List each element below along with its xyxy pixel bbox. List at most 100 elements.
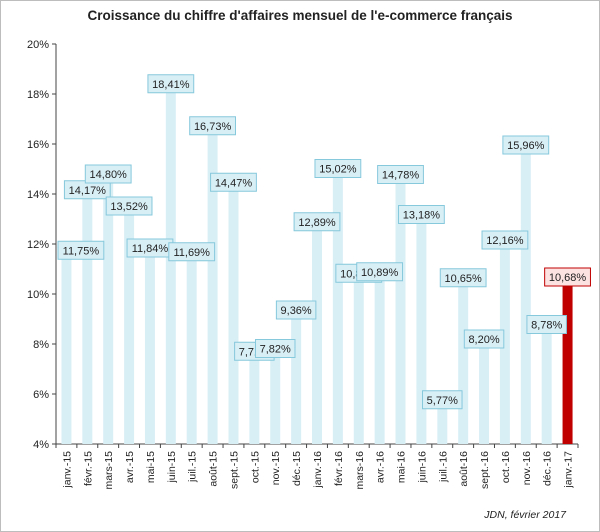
data-label-box <box>377 165 424 184</box>
x-tick-label: sept.-15 <box>228 451 240 489</box>
data-label-box <box>57 240 105 260</box>
bar <box>61 250 72 444</box>
x-tick-label: sept.-16 <box>479 451 491 489</box>
data-label: 14,17% <box>69 185 107 197</box>
bar <box>437 399 448 444</box>
bar <box>353 273 364 444</box>
bar <box>312 221 322 444</box>
bar <box>499 240 510 444</box>
data-label-box <box>189 116 236 136</box>
data-label-box <box>168 242 216 262</box>
bar <box>332 168 343 444</box>
y-tick-label: 14% <box>27 189 49 201</box>
data-label: 7,82% <box>260 344 291 356</box>
x-tick-label: avr.-16 <box>375 451 387 483</box>
x-tick-label: févr.-15 <box>82 451 94 486</box>
bar <box>144 248 155 444</box>
data-label: 15,96% <box>507 140 545 152</box>
bar <box>520 145 531 444</box>
data-label-box <box>356 262 404 282</box>
bar <box>395 174 406 444</box>
x-tick-label: févr.-16 <box>333 451 345 486</box>
data-label: 13,18% <box>403 210 441 222</box>
x-tick-label: juil.-15 <box>187 451 199 483</box>
chart-title: Croissance du chiffre d'affaires mensuel… <box>87 8 513 23</box>
x-tick-label: oct.-16 <box>500 451 512 483</box>
bar <box>291 310 302 444</box>
data-label: 11,84% <box>132 243 169 255</box>
data-label: 14,80% <box>90 169 128 181</box>
data-label-box <box>210 172 257 192</box>
bar <box>186 251 197 444</box>
data-label-box <box>502 135 550 155</box>
data-label-box <box>439 268 487 288</box>
bar <box>165 83 176 444</box>
y-tick-label: 8% <box>33 339 49 351</box>
x-tick-label: août-16 <box>458 451 470 487</box>
y-tick-label: 18% <box>27 89 49 101</box>
y-tick-label: 12% <box>27 239 49 251</box>
x-tick-label: mars-15 <box>103 451 115 490</box>
data-label: 13,52% <box>110 201 148 213</box>
data-label: 16,73% <box>194 121 232 133</box>
y-tick-label: 20% <box>27 39 49 51</box>
data-label-box <box>147 74 195 94</box>
y-tick-label: 6% <box>33 389 49 401</box>
data-label-box <box>293 212 341 232</box>
x-tick-label: janv.-17 <box>563 451 575 489</box>
x-tick-label: juil.-16 <box>437 451 449 483</box>
data-label-box <box>84 164 132 184</box>
bar <box>541 324 552 444</box>
data-label: 14,47% <box>215 177 253 189</box>
y-tick-label: 10% <box>27 289 49 301</box>
x-tick-label: déc.-15 <box>291 451 303 486</box>
data-label-box <box>105 196 153 216</box>
data-label-box <box>526 315 567 334</box>
x-tick-label: nov.-15 <box>270 451 282 485</box>
data-label: 11,75% <box>63 245 100 257</box>
data-label-box <box>275 300 317 320</box>
data-label: 5,77% <box>427 395 458 407</box>
data-label: 10,65% <box>445 273 483 285</box>
bar <box>103 174 114 444</box>
x-tick-label: janv.-16 <box>312 451 324 489</box>
bar <box>82 189 93 444</box>
bar <box>416 214 427 444</box>
bar <box>374 271 385 444</box>
data-label: 9,36% <box>281 305 312 317</box>
data-label-box <box>314 159 362 178</box>
bar <box>228 182 239 444</box>
x-tick-label: mai-15 <box>145 451 157 483</box>
x-tick-label: mars-16 <box>354 451 366 490</box>
bar <box>124 206 135 444</box>
x-tick-label: oct.-15 <box>249 451 261 483</box>
bar <box>270 348 281 444</box>
data-label-box <box>544 267 591 287</box>
data-label: 8,20% <box>468 334 499 346</box>
data-label-box <box>254 339 296 358</box>
x-tick-label: août-15 <box>208 451 220 487</box>
x-tick-label: mai-16 <box>396 451 408 483</box>
data-label: 11,69% <box>173 247 210 259</box>
bar <box>458 277 469 444</box>
data-label-box <box>463 329 505 349</box>
x-tick-label: nov.-16 <box>521 451 533 485</box>
data-label-box <box>422 390 463 410</box>
x-tick-label: juin-16 <box>416 451 428 484</box>
data-label: 10,89% <box>361 267 399 279</box>
data-label-box <box>398 205 445 224</box>
y-tick-label: 4% <box>33 439 49 451</box>
bar <box>207 125 218 444</box>
data-label: 8,78% <box>531 320 562 332</box>
data-label-box <box>481 230 529 250</box>
y-tick-label: 16% <box>27 139 49 151</box>
data-label: 14,78% <box>382 170 420 182</box>
x-tick-label: avr.-15 <box>124 451 136 483</box>
bar <box>479 339 490 444</box>
x-tick-label: déc.-16 <box>542 451 554 486</box>
x-tick-label: janv.-15 <box>61 451 73 489</box>
bar <box>562 277 573 444</box>
data-label: 10,68% <box>549 272 587 284</box>
data-label: 15,02% <box>319 164 357 176</box>
